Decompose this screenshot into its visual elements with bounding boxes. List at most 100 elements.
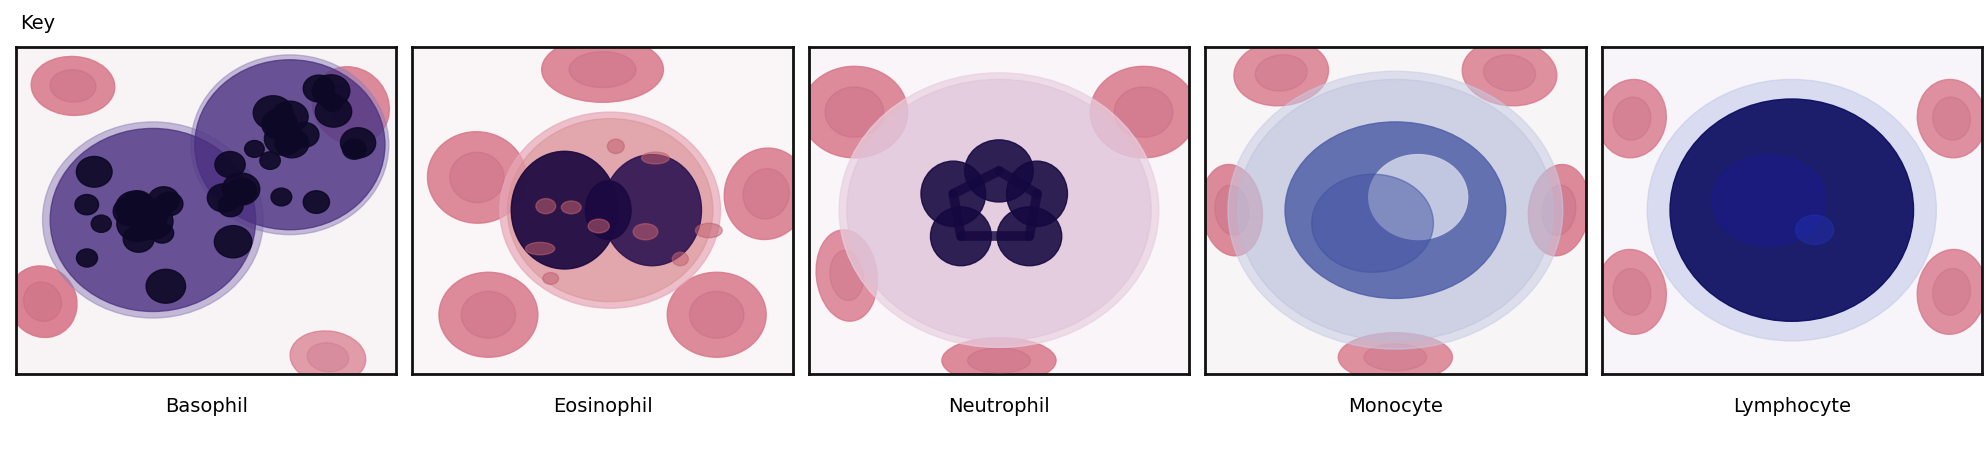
Circle shape	[227, 178, 256, 204]
Circle shape	[131, 217, 153, 236]
Ellipse shape	[801, 66, 909, 158]
Ellipse shape	[1284, 122, 1505, 298]
Ellipse shape	[1795, 215, 1833, 245]
Text: Key: Key	[20, 14, 56, 33]
Ellipse shape	[1006, 161, 1068, 226]
Ellipse shape	[668, 272, 765, 357]
Circle shape	[342, 139, 366, 159]
Ellipse shape	[1370, 155, 1467, 240]
Ellipse shape	[1712, 155, 1827, 246]
Circle shape	[316, 96, 352, 127]
Circle shape	[123, 226, 155, 252]
Ellipse shape	[1598, 249, 1666, 334]
Circle shape	[145, 269, 185, 303]
Circle shape	[839, 73, 1159, 347]
Circle shape	[149, 187, 179, 213]
Ellipse shape	[541, 37, 664, 102]
Ellipse shape	[1670, 99, 1914, 321]
Circle shape	[304, 191, 330, 213]
Ellipse shape	[930, 207, 992, 266]
Ellipse shape	[525, 242, 555, 255]
Ellipse shape	[42, 122, 262, 318]
Circle shape	[290, 122, 318, 147]
Circle shape	[252, 96, 292, 130]
Ellipse shape	[602, 155, 702, 266]
Ellipse shape	[191, 55, 390, 235]
Ellipse shape	[290, 331, 366, 383]
Ellipse shape	[1916, 249, 1986, 334]
Ellipse shape	[499, 112, 720, 308]
Circle shape	[133, 198, 167, 228]
Ellipse shape	[632, 224, 658, 240]
Circle shape	[272, 101, 308, 132]
Circle shape	[117, 206, 157, 241]
Ellipse shape	[32, 57, 115, 115]
Ellipse shape	[50, 70, 95, 102]
Ellipse shape	[1312, 174, 1433, 272]
Circle shape	[215, 226, 252, 258]
Ellipse shape	[998, 207, 1062, 266]
Ellipse shape	[1598, 79, 1666, 158]
Circle shape	[131, 219, 151, 236]
Ellipse shape	[1648, 79, 1936, 341]
Circle shape	[245, 141, 264, 157]
Text: Neutrophil: Neutrophil	[948, 397, 1050, 416]
Circle shape	[115, 191, 153, 224]
Ellipse shape	[696, 223, 722, 238]
Ellipse shape	[744, 169, 789, 219]
Ellipse shape	[608, 139, 624, 154]
Ellipse shape	[195, 60, 386, 230]
Ellipse shape	[1201, 164, 1262, 256]
Text: Basophil: Basophil	[165, 397, 248, 416]
Circle shape	[155, 192, 183, 216]
Circle shape	[113, 197, 147, 226]
Ellipse shape	[1338, 333, 1453, 382]
Ellipse shape	[449, 152, 505, 203]
Ellipse shape	[1543, 185, 1576, 235]
Ellipse shape	[1932, 269, 1970, 315]
Circle shape	[264, 122, 302, 155]
Ellipse shape	[561, 201, 580, 214]
Circle shape	[76, 156, 111, 187]
Ellipse shape	[964, 140, 1034, 202]
Circle shape	[76, 249, 97, 267]
Ellipse shape	[569, 51, 636, 88]
Circle shape	[219, 195, 243, 217]
Ellipse shape	[1529, 164, 1590, 256]
Circle shape	[207, 184, 241, 212]
Ellipse shape	[672, 252, 688, 266]
Circle shape	[278, 128, 304, 150]
Ellipse shape	[1254, 55, 1308, 91]
Ellipse shape	[584, 181, 630, 240]
Ellipse shape	[1463, 40, 1557, 106]
Circle shape	[340, 128, 376, 158]
Ellipse shape	[50, 128, 256, 311]
Circle shape	[91, 215, 111, 233]
Circle shape	[121, 191, 153, 218]
Text: Eosinophil: Eosinophil	[553, 397, 652, 416]
Circle shape	[215, 151, 245, 177]
Circle shape	[127, 204, 159, 230]
Ellipse shape	[690, 291, 744, 338]
Circle shape	[76, 195, 99, 215]
Text: Lymphocyte: Lymphocyte	[1734, 397, 1851, 416]
Ellipse shape	[24, 282, 62, 321]
Circle shape	[131, 204, 173, 239]
Text: Monocyte: Monocyte	[1348, 397, 1443, 416]
Circle shape	[312, 75, 350, 107]
Ellipse shape	[1089, 66, 1197, 158]
Ellipse shape	[330, 84, 372, 127]
Ellipse shape	[1612, 97, 1650, 140]
Ellipse shape	[1364, 344, 1427, 371]
Ellipse shape	[942, 338, 1056, 383]
Ellipse shape	[588, 219, 610, 233]
Ellipse shape	[1215, 185, 1248, 235]
Ellipse shape	[817, 230, 877, 321]
Ellipse shape	[1916, 79, 1986, 158]
Ellipse shape	[968, 348, 1030, 373]
Ellipse shape	[507, 119, 714, 302]
Ellipse shape	[306, 343, 348, 372]
Ellipse shape	[920, 161, 986, 226]
Ellipse shape	[439, 272, 539, 357]
Circle shape	[223, 173, 260, 205]
